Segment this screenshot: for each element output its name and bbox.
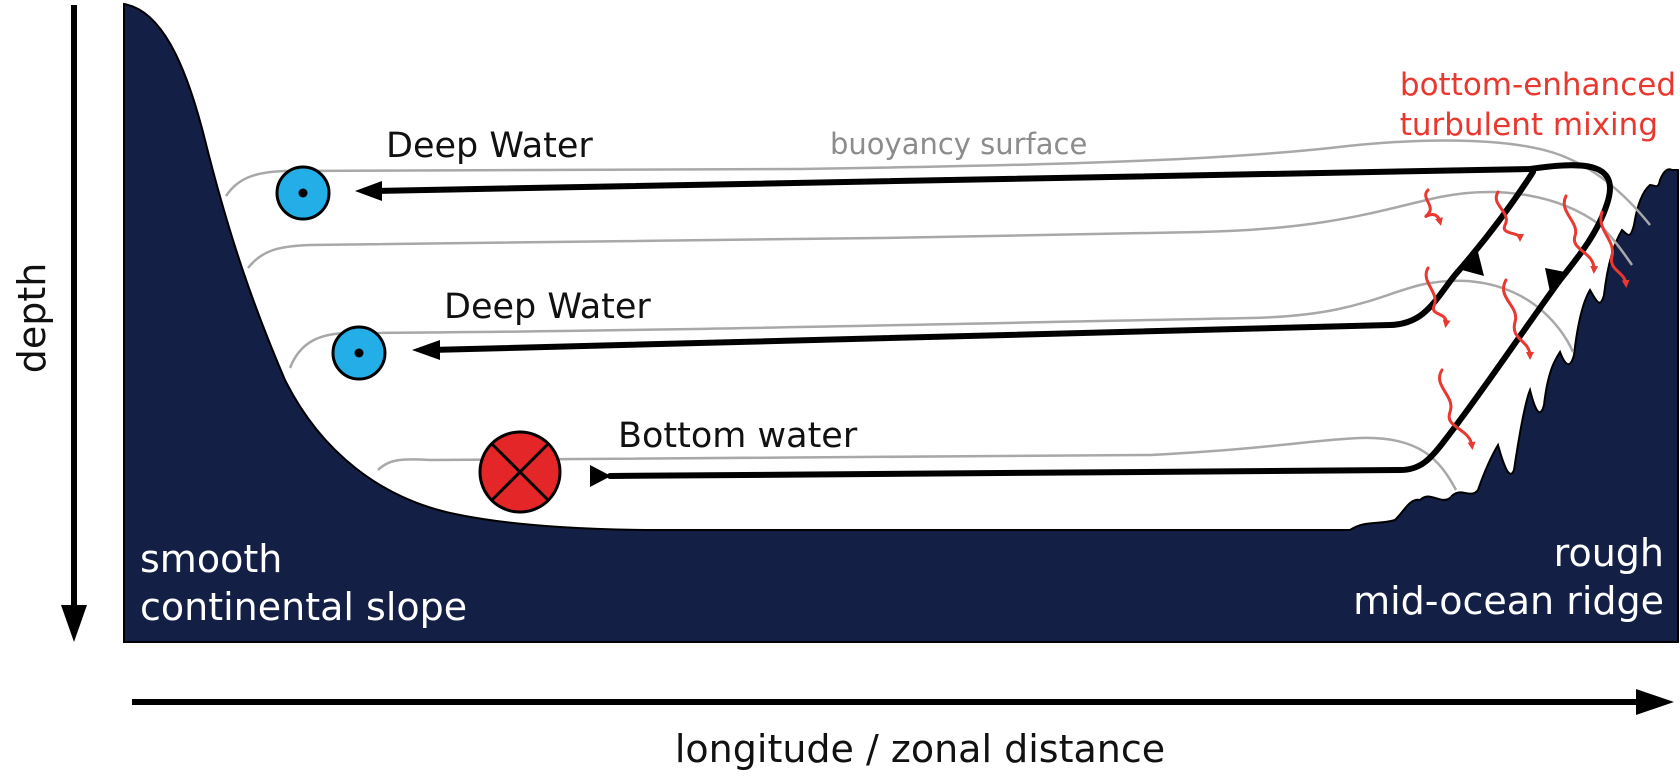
left-boundary-label-line2: continental slope xyxy=(140,585,467,629)
arrowhead-lower-return xyxy=(1462,252,1484,276)
mixing-arrow xyxy=(1599,210,1630,288)
right-boundary-label-line2: mid-ocean ridge xyxy=(1353,579,1664,623)
circulation-path xyxy=(369,162,1613,479)
upper-deep-water-label: Deep Water xyxy=(386,126,593,166)
buoyancy-surface-label: buoyancy surface xyxy=(830,127,1087,161)
right-boundary-label-line1: rough xyxy=(1554,531,1664,575)
seafloor xyxy=(123,2,1679,643)
isopycnal-2 xyxy=(247,190,1634,269)
mixing-label-line2: turbulent mixing xyxy=(1400,107,1658,143)
isopycnal-3 xyxy=(288,279,1575,369)
upper-deep-water-flow xyxy=(369,162,1613,479)
zonal-axis-label: longitude / zonal distance xyxy=(675,727,1165,771)
turbulent-mixing-arrows xyxy=(1424,188,1630,450)
left-boundary-label-line1: smooth xyxy=(140,537,282,581)
isopycnals xyxy=(224,139,1651,491)
flow-out-of-page-symbol xyxy=(331,325,387,381)
lower-deep-water-label: Deep Water xyxy=(444,287,651,327)
zonal-axis-arrow xyxy=(132,689,1674,715)
depth-axis-label: depth xyxy=(10,263,54,374)
arrowhead-upper-left xyxy=(355,181,382,201)
flow-arrowheads xyxy=(355,181,1565,487)
arrowhead-lower-left xyxy=(412,340,440,360)
mixing-arrow xyxy=(1562,194,1599,274)
arrowhead-upper-rise xyxy=(1545,268,1565,292)
lower-deep-water-flow xyxy=(427,169,1536,353)
mixing-arrow xyxy=(1424,266,1451,328)
depth-axis-arrow xyxy=(61,5,87,642)
flow-out-of-page-symbol xyxy=(275,165,331,221)
arrowhead-bottom-water xyxy=(590,465,611,487)
mixing-arrow xyxy=(1438,368,1476,450)
mixing-arrow xyxy=(1502,278,1534,360)
isopycnal-4 xyxy=(377,436,1458,491)
mixing-arrow xyxy=(1424,188,1443,226)
flow-into-page-symbol xyxy=(478,430,562,514)
bottom-water-label: Bottom water xyxy=(618,416,858,456)
isopycnal-1 xyxy=(224,139,1651,226)
mixing-label-line1: bottom-enhanced xyxy=(1400,67,1676,103)
mixing-arrow xyxy=(1494,190,1524,242)
